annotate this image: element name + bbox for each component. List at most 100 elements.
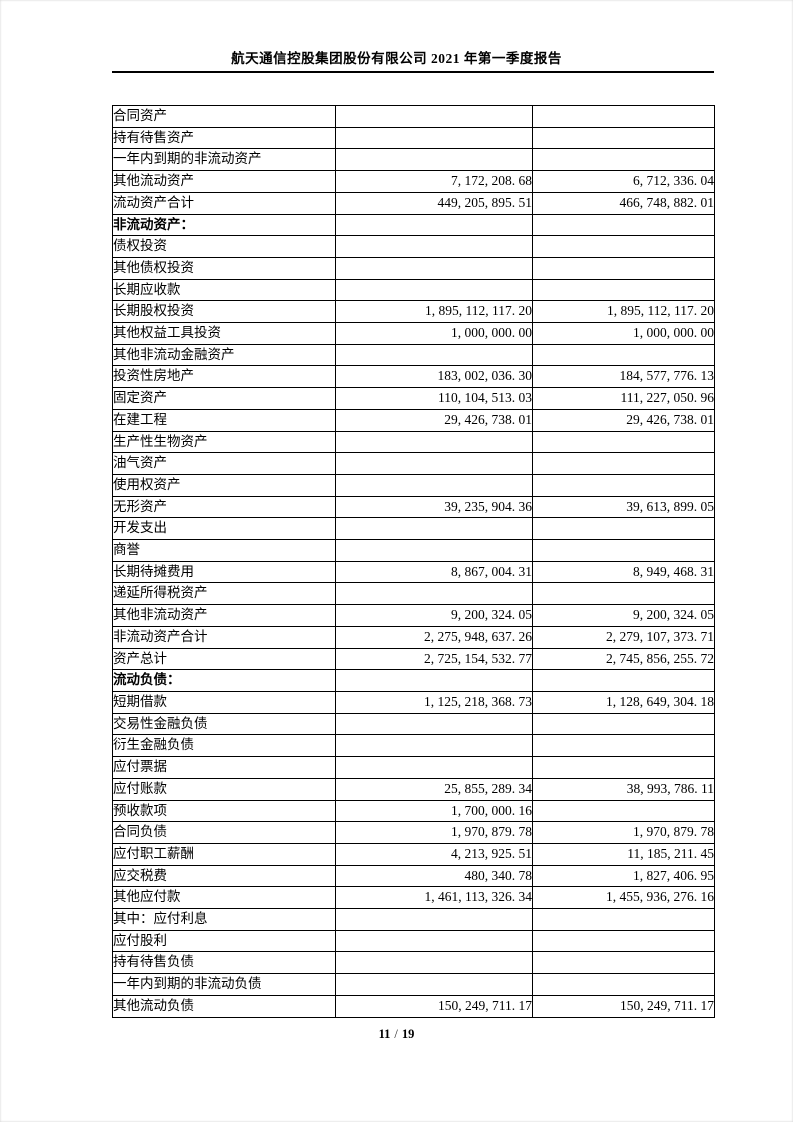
table-row: 无形资产 39, 235, 904. 36 39, 613, 899. 05 [112, 495, 715, 519]
row-label: 一年内到期的非流动负债 [112, 973, 336, 996]
row-value-2 [532, 278, 715, 302]
row-value-1 [335, 908, 533, 931]
row-value-1: 1, 000, 000. 00 [335, 322, 533, 345]
row-value-2 [532, 517, 715, 541]
row-label: 其他非流动金融资产 [112, 343, 336, 367]
row-label: 递延所得税资产 [112, 582, 336, 606]
table-row: 其他权益工具投资 1, 000, 000. 00 1, 000, 000. 00 [112, 322, 715, 345]
table-row: 非流动资产： [112, 213, 715, 237]
row-value-1 [335, 256, 533, 280]
row-value-1: 1, 461, 113, 326. 34 [335, 886, 533, 910]
table-row: 流动负债： [112, 669, 715, 692]
row-label: 长期股权投资 [112, 300, 336, 324]
header-rule [112, 71, 714, 73]
page-number-total: 19 [401, 1027, 415, 1041]
row-value-1 [335, 148, 533, 172]
row-label: 其中：应付利息 [112, 908, 336, 931]
table-row: 一年内到期的非流动负债 [112, 973, 715, 996]
row-value-2: 2, 279, 107, 373. 71 [532, 625, 715, 649]
row-label: 合同资产 [112, 105, 336, 128]
row-label: 衍生金融负债 [112, 734, 336, 758]
row-value-2: 1, 455, 936, 276. 16 [532, 886, 715, 910]
table-row: 一年内到期的非流动资产 [112, 148, 715, 172]
row-value-2 [532, 973, 715, 996]
row-label: 资产总计 [112, 647, 336, 671]
row-value-2: 1, 895, 112, 117. 20 [532, 300, 715, 324]
row-label: 其他非流动资产 [112, 604, 336, 627]
row-value-1 [335, 582, 533, 606]
row-label: 油气资产 [112, 452, 336, 475]
row-value-1 [335, 929, 533, 953]
row-label: 预收款项 [112, 799, 336, 823]
row-label: 商誉 [112, 539, 336, 562]
table-row: 应付股利 [112, 929, 715, 953]
row-value-1: 25, 855, 289. 34 [335, 777, 533, 801]
row-value-2 [532, 799, 715, 823]
table-row: 油气资产 [112, 452, 715, 475]
row-label: 债权投资 [112, 235, 336, 258]
page-footer: 11/19 [0, 1026, 793, 1043]
row-value-2 [532, 105, 715, 128]
row-value-2 [532, 756, 715, 779]
table-row: 在建工程 29, 426, 738. 01 29, 426, 738. 01 [112, 408, 715, 432]
row-value-1 [335, 452, 533, 475]
row-value-1 [335, 951, 533, 975]
row-value-2: 38, 993, 786. 11 [532, 777, 715, 801]
table-row: 其他非流动金融资产 [112, 343, 715, 367]
row-value-2 [532, 256, 715, 280]
row-value-1 [335, 756, 533, 779]
table-row: 资产总计 2, 725, 154, 532. 77 2, 745, 856, 255… [112, 647, 715, 671]
row-value-2 [532, 539, 715, 562]
row-label: 其他债权投资 [112, 256, 336, 280]
row-value-2: 11, 185, 211. 45 [532, 842, 715, 866]
page-number-current: 11 [378, 1027, 391, 1041]
table-row: 债权投资 [112, 235, 715, 258]
row-value-1 [335, 430, 533, 454]
row-value-2: 1, 970, 879. 78 [532, 821, 715, 844]
row-value-1 [335, 105, 533, 128]
row-value-1 [335, 343, 533, 367]
row-value-2: 2, 745, 856, 255. 72 [532, 647, 715, 671]
row-value-1 [335, 539, 533, 562]
row-value-2 [532, 734, 715, 758]
row-value-2 [532, 235, 715, 258]
row-label: 非流动资产合计 [112, 625, 336, 649]
table-row: 其他非流动资产 9, 200, 324. 05 9, 200, 324. 05 [112, 604, 715, 627]
row-label: 固定资产 [112, 387, 336, 410]
table-row: 长期待摊费用 8, 867, 004. 31 8, 949, 468. 31 [112, 560, 715, 584]
row-label: 应付账款 [112, 777, 336, 801]
row-value-2 [532, 452, 715, 475]
table-row: 非流动资产合计 2, 275, 948, 637. 26 2, 279, 107, … [112, 625, 715, 649]
row-value-1: 9, 200, 324. 05 [335, 604, 533, 627]
page-title: 航天通信控股集团股份有限公司 2021 年第一季度报告 [231, 51, 562, 66]
table-row: 其他债权投资 [112, 256, 715, 280]
row-value-1: 110, 104, 513. 03 [335, 387, 533, 410]
row-value-1: 1, 895, 112, 117. 20 [335, 300, 533, 324]
row-value-1: 480, 340. 78 [335, 864, 533, 888]
table-row: 商誉 [112, 539, 715, 562]
row-value-1: 2, 275, 948, 637. 26 [335, 625, 533, 649]
row-value-2: 184, 577, 776. 13 [532, 365, 715, 389]
row-value-2 [532, 343, 715, 367]
row-label: 应付股利 [112, 929, 336, 953]
row-value-1 [335, 669, 533, 692]
table-row: 应交税费 480, 340. 78 1, 827, 406. 95 [112, 864, 715, 888]
row-label: 开发支出 [112, 517, 336, 541]
row-value-1 [335, 235, 533, 258]
table-row: 其他应付款 1, 461, 113, 326. 34 1, 455, 936, 27… [112, 886, 715, 910]
table-row: 长期股权投资 1, 895, 112, 117. 20 1, 895, 112, 1… [112, 300, 715, 324]
table-row: 其中：应付利息 [112, 908, 715, 931]
table-row: 其他流动负债 150, 249, 711. 17 150, 249, 711. 17 [112, 994, 715, 1018]
row-value-2: 9, 200, 324. 05 [532, 604, 715, 627]
row-value-1: 150, 249, 711. 17 [335, 994, 533, 1018]
row-value-2: 466, 748, 882. 01 [532, 191, 715, 215]
row-label: 生产性生物资产 [112, 430, 336, 454]
row-value-1: 39, 235, 904. 36 [335, 495, 533, 519]
row-label: 应付职工薪酬 [112, 842, 336, 866]
table-row: 投资性房地产 183, 002, 036. 30 184, 577, 776. 13 [112, 365, 715, 389]
row-label: 非流动资产： [112, 213, 336, 237]
table-row: 合同资产 [112, 105, 715, 128]
row-value-1 [335, 517, 533, 541]
row-value-1: 1, 970, 879. 78 [335, 821, 533, 844]
table-row: 应付账款 25, 855, 289. 34 38, 993, 786. 11 [112, 777, 715, 801]
